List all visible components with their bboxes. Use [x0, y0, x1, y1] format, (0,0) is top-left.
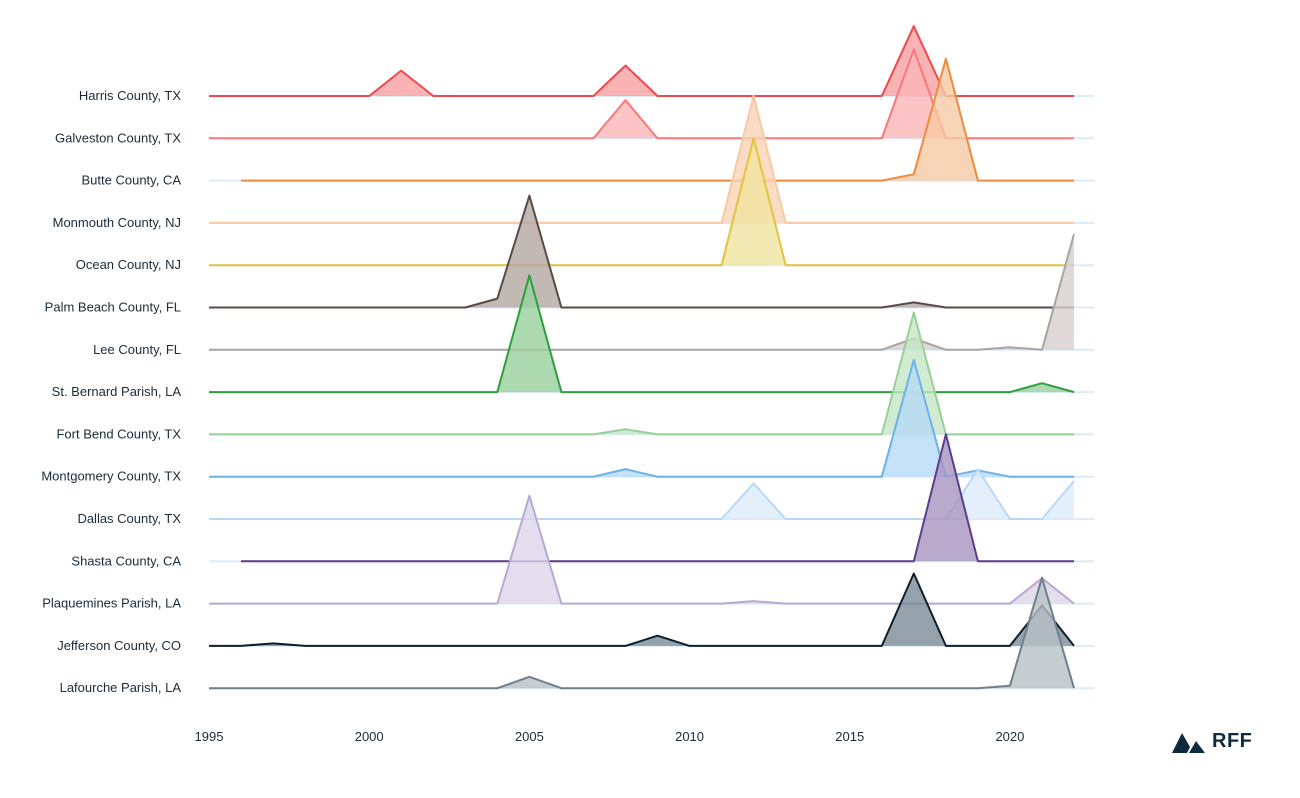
row-labels: Harris County, TX Galveston County, TX But…: [41, 88, 181, 695]
row-label: St. Bernard Parish, LA: [52, 384, 182, 399]
ridge-series: [209, 94, 1074, 224]
ridge-line: [209, 194, 1074, 309]
ridge-area: [209, 469, 1074, 519]
logo-text: RFF: [1212, 730, 1253, 752]
row-label: Jefferson County, CO: [57, 638, 181, 653]
ridge-line: [209, 494, 1075, 605]
row-label: Dallas County, TX: [77, 511, 181, 526]
ridge-area: [209, 195, 1074, 308]
x-tick-label: 2000: [355, 729, 384, 744]
row-label: Lee County, FL: [93, 342, 181, 357]
ridge-series: [209, 233, 1075, 351]
ridge-area: [209, 573, 1074, 646]
row-label: Ocean County, NJ: [76, 257, 181, 272]
ridge-line: [209, 576, 1075, 690]
ridge-area: [209, 234, 1074, 350]
ridge-series: [209, 576, 1075, 690]
row-label: Shasta County, CA: [71, 553, 181, 568]
rff-logo: RFF: [1172, 730, 1252, 753]
row-label: Fort Bend County, TX: [56, 426, 181, 441]
row-label: Lafourche Parish, LA: [60, 680, 182, 695]
x-tick-label: 2005: [515, 729, 544, 744]
ridge-line: [209, 94, 1074, 224]
row-label: Butte County, CA: [82, 173, 182, 188]
ridge-series: [209, 48, 1074, 140]
ridge-series: [241, 433, 1074, 563]
ridge-line: [209, 274, 1075, 394]
ridge-series: [209, 274, 1075, 394]
ridge-series: [241, 57, 1074, 182]
ridges: [209, 25, 1075, 690]
ridge-line: [209, 358, 1074, 478]
ridge-series: [209, 358, 1074, 478]
ridge-area: [209, 577, 1074, 689]
row-label: Palm Beach County, FL: [45, 300, 181, 315]
ridge-area: [241, 58, 1074, 181]
ridge-area: [241, 434, 1074, 562]
ridge-series: [209, 25, 1074, 97]
ridge-series: [209, 194, 1074, 309]
x-tick-label: 2010: [675, 729, 704, 744]
ridge-series: [209, 137, 1074, 267]
mountain-icon: [1172, 732, 1205, 753]
ridge-line: [209, 311, 1074, 436]
row-label: Harris County, TX: [79, 88, 181, 103]
ridge-series: [209, 572, 1075, 647]
ridge-line: [209, 48, 1074, 140]
row-label: Plaquemines Parish, LA: [42, 596, 181, 611]
x-tick-label: 2015: [835, 729, 864, 744]
x-axis-ticks: 1995 2000 2005 2010 2015 2020: [195, 729, 1025, 744]
ridge-series: [209, 494, 1075, 605]
ridge-line: [241, 57, 1074, 182]
ridge-area: [209, 312, 1074, 435]
ridge-area: [209, 275, 1074, 393]
ridge-line: [241, 433, 1074, 563]
ridge-area: [209, 359, 1074, 477]
ridge-series: [209, 311, 1074, 436]
row-label: Monmouth County, NJ: [53, 215, 181, 230]
row-label: Galveston County, TX: [55, 130, 181, 145]
x-tick-label: 2020: [995, 729, 1024, 744]
ridge-line: [209, 25, 1074, 97]
ridge-line: [209, 572, 1075, 647]
x-tick-label: 1995: [195, 729, 224, 744]
ridge-line: [209, 137, 1074, 267]
row-label: Montgomery County, TX: [41, 469, 181, 484]
ridge-line: [209, 233, 1075, 351]
